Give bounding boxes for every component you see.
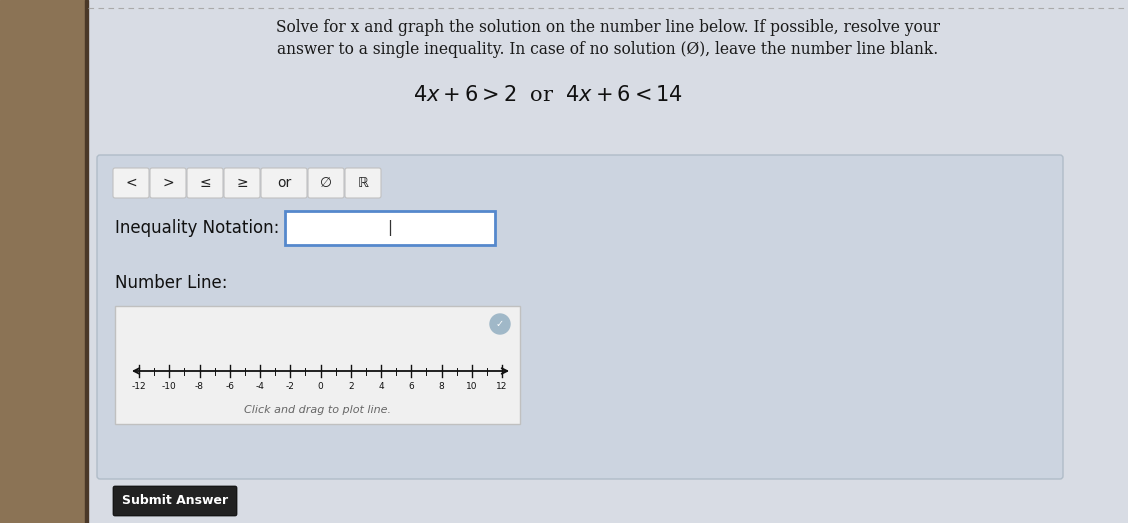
Text: 10: 10: [466, 382, 477, 391]
Text: Number Line:: Number Line:: [115, 274, 228, 292]
FancyBboxPatch shape: [308, 168, 344, 198]
Text: -2: -2: [285, 382, 294, 391]
Bar: [85, 0, 88, 523]
Text: 0: 0: [318, 382, 324, 391]
FancyBboxPatch shape: [187, 168, 223, 198]
Text: -4: -4: [256, 382, 264, 391]
FancyBboxPatch shape: [261, 168, 307, 198]
Text: ∅: ∅: [320, 176, 332, 190]
Text: |: |: [387, 220, 393, 236]
FancyBboxPatch shape: [97, 155, 1063, 479]
Text: Submit Answer: Submit Answer: [122, 495, 228, 507]
Text: 6: 6: [408, 382, 414, 391]
FancyBboxPatch shape: [150, 168, 186, 198]
Text: or: or: [276, 176, 291, 190]
Text: >: >: [162, 176, 174, 190]
FancyBboxPatch shape: [224, 168, 259, 198]
Text: 2: 2: [347, 382, 353, 391]
Text: Inequality Notation:: Inequality Notation:: [115, 219, 280, 237]
Text: -8: -8: [195, 382, 204, 391]
Text: ℝ: ℝ: [358, 176, 369, 190]
FancyBboxPatch shape: [113, 486, 237, 516]
Text: ✓: ✓: [496, 319, 504, 329]
Text: -10: -10: [162, 382, 177, 391]
Text: 12: 12: [496, 382, 508, 391]
Text: -12: -12: [132, 382, 147, 391]
Text: -6: -6: [226, 382, 235, 391]
Bar: [0, 0, 85, 523]
Text: 4: 4: [378, 382, 384, 391]
Text: answer to a single inequality. In case of no solution (Ø), leave the number line: answer to a single inequality. In case o…: [277, 41, 938, 59]
Text: ≥: ≥: [236, 176, 248, 190]
Text: 8: 8: [439, 382, 444, 391]
FancyBboxPatch shape: [113, 168, 149, 198]
FancyBboxPatch shape: [115, 306, 520, 424]
Text: Solve for x and graph the solution on the number line below. If possible, resolv: Solve for x and graph the solution on th…: [276, 19, 940, 37]
Text: <: <: [125, 176, 136, 190]
Circle shape: [490, 314, 510, 334]
Text: ≤: ≤: [200, 176, 211, 190]
Text: Click and drag to plot line.: Click and drag to plot line.: [244, 405, 391, 415]
Text: $4x+6>2$  or  $4x+6<14$: $4x+6>2$ or $4x+6<14$: [413, 85, 684, 105]
FancyBboxPatch shape: [285, 211, 495, 245]
FancyBboxPatch shape: [345, 168, 381, 198]
